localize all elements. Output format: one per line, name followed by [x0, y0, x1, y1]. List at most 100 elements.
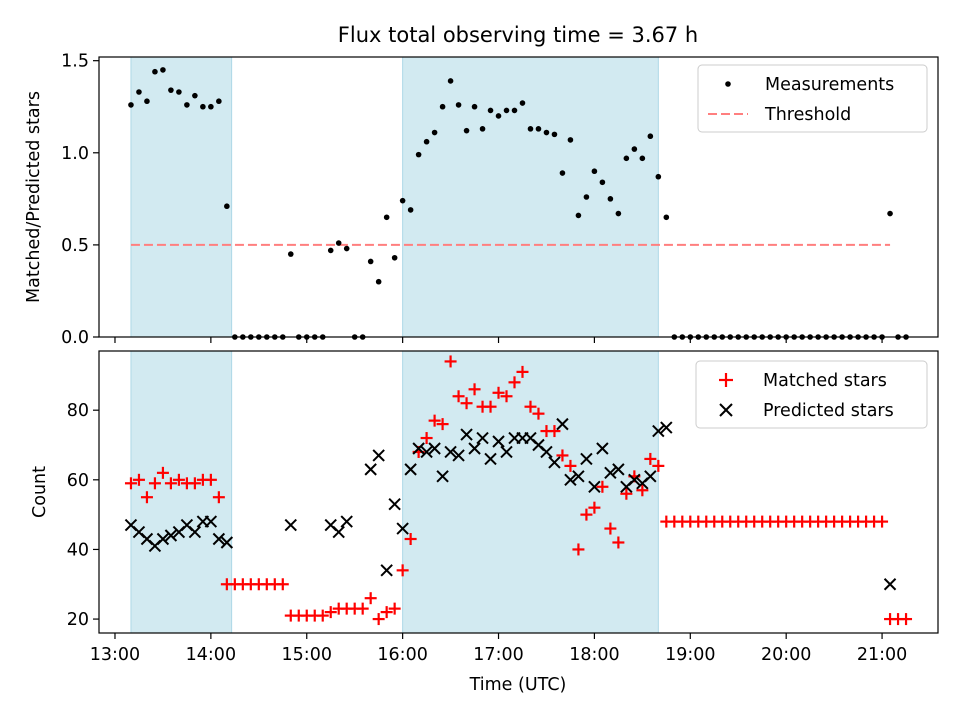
- predicted-point: [156, 532, 170, 546]
- measurement-point: [535, 126, 542, 132]
- matched-point: [900, 613, 913, 626]
- matched-point: [428, 414, 441, 427]
- predicted-point: [468, 442, 481, 455]
- matched-point: [500, 390, 513, 403]
- measurement-point: [663, 214, 670, 221]
- legend-predicted-label: Predicted stars: [763, 401, 894, 421]
- measurement-point: [487, 107, 494, 114]
- predicted-point: [644, 470, 657, 483]
- measurement-point: [335, 240, 342, 246]
- matched-point: [596, 480, 609, 493]
- predicted-point: [556, 417, 569, 431]
- top-observing-shades: [130, 57, 659, 337]
- predicted-point: [436, 470, 449, 483]
- legend-predicted-marker: [719, 403, 733, 417]
- measurement-point: [144, 98, 150, 105]
- measurement-point: [208, 103, 214, 110]
- predicted-point: [652, 424, 665, 438]
- predicted-point: [484, 452, 497, 466]
- measurement-point: [367, 258, 374, 265]
- predicted-point: [388, 497, 401, 511]
- measurement-point: [511, 107, 518, 114]
- predicted-point: [188, 525, 202, 539]
- predicted-point: [412, 442, 425, 455]
- matched-point: [548, 425, 561, 438]
- predicted-point: [404, 463, 417, 476]
- bottom-axes-frame: [98, 350, 939, 634]
- measurement-point: [623, 155, 630, 162]
- matched-point: [644, 452, 657, 465]
- measurement-point: [639, 155, 646, 162]
- legend-measurements-marker: [725, 81, 731, 87]
- measurement-point: [399, 197, 406, 204]
- bottom-legend-box: [695, 360, 928, 429]
- top-y-tick-label: 0.5: [61, 236, 89, 256]
- top-y-tick-label: 1.5: [61, 52, 89, 72]
- measurement-point: [559, 170, 566, 176]
- matched-point: [652, 459, 665, 472]
- matched-point: [572, 543, 585, 556]
- bottom-ylabel: Count: [30, 466, 50, 518]
- predicted-point: [628, 473, 641, 487]
- matched-point: [156, 466, 169, 479]
- legend-measurements-label: Measurements: [765, 75, 894, 95]
- predicted-point: [476, 431, 489, 445]
- matched-point: [452, 390, 465, 403]
- measurement-point: [327, 247, 334, 254]
- measurement-point: [216, 98, 222, 105]
- matched-point: [124, 477, 137, 490]
- predicted-point: [452, 449, 465, 462]
- measurement-point: [184, 102, 190, 108]
- matched-point: [612, 536, 625, 549]
- matched-point: [460, 397, 473, 410]
- predicted-point: [588, 480, 601, 493]
- matched-point: [508, 376, 521, 389]
- top-y-tick-label: 0.0: [61, 328, 89, 348]
- measurement-point: [168, 87, 174, 93]
- predicted-point: [612, 463, 625, 476]
- top-legend: Measurements Threshold: [697, 64, 928, 133]
- measurement-point: [200, 103, 206, 110]
- measurement-point: [479, 126, 486, 132]
- matched-point: [516, 365, 529, 378]
- predicted-point: [164, 529, 178, 542]
- predicted-point: [883, 578, 897, 591]
- predicted-point: [460, 428, 473, 441]
- predicted-point: [380, 564, 393, 577]
- x-tick-label: 21:00: [857, 645, 907, 665]
- measurement-point: [383, 214, 390, 221]
- x-tick-label: 15:00: [282, 645, 332, 665]
- measurement-point: [439, 103, 446, 110]
- legend-threshold-label: Threshold: [764, 105, 851, 125]
- measurement-point: [287, 251, 294, 257]
- measurement-point: [599, 179, 606, 186]
- top-shade-1: [402, 57, 659, 337]
- x-tick-label: 14:00: [186, 645, 236, 665]
- matched-point: [588, 501, 601, 514]
- matched-point: [148, 477, 161, 490]
- top-y-tick-label: 1.0: [61, 144, 89, 164]
- measurement-point: [519, 100, 526, 106]
- x-axis-label: Time (UTC): [469, 675, 567, 695]
- bottom-y-tick-label: 80: [67, 401, 89, 421]
- matched-point: [172, 473, 185, 486]
- predicted-point: [204, 515, 218, 528]
- predicted-point: [444, 445, 457, 459]
- bottom-panel-marks: [124, 355, 913, 626]
- top-axes-frame: [98, 56, 939, 338]
- matched-point: [204, 473, 217, 486]
- matched-point: [276, 578, 289, 591]
- predicted-point: [580, 452, 593, 466]
- matched-point: [364, 592, 377, 605]
- matched-point: [436, 418, 449, 431]
- measurement-point: [647, 133, 654, 140]
- matched-point: [164, 477, 177, 490]
- measurement-point: [607, 196, 614, 202]
- predicted-point: [420, 445, 433, 459]
- x-tick-label: 16:00: [377, 645, 427, 665]
- legend-matched-label: Matched stars: [763, 371, 887, 391]
- predicted-point: [428, 442, 441, 455]
- x-tick-label: 13:00: [90, 645, 140, 665]
- matched-point: [468, 383, 481, 396]
